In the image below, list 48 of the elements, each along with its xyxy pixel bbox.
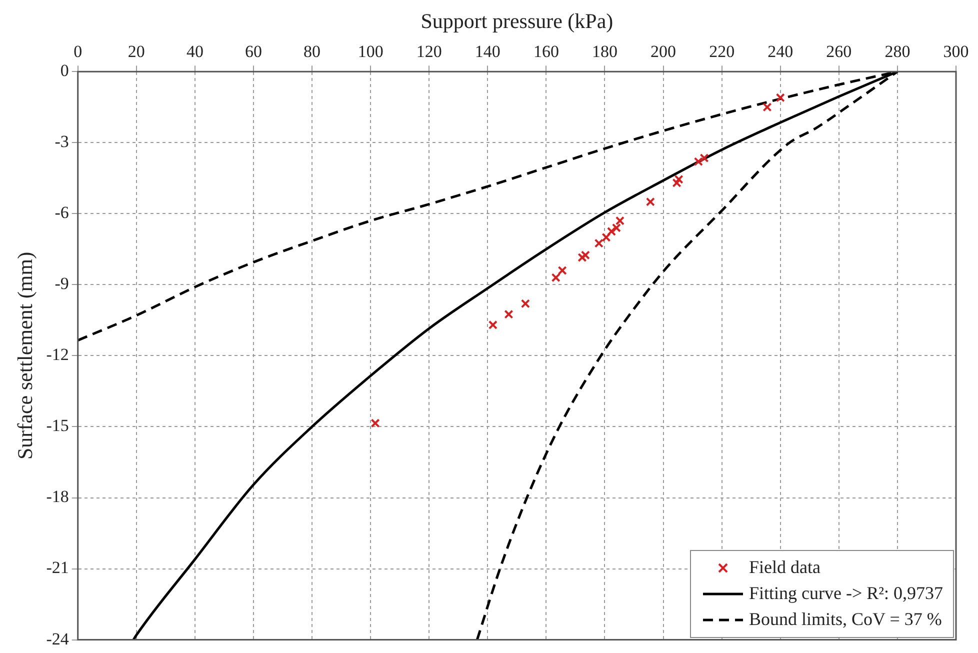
- y-tick-label: -15: [46, 416, 69, 436]
- x-tick-label: 160: [533, 42, 559, 61]
- x-tick-label: 300: [943, 42, 969, 61]
- x-tick-label: 20: [128, 42, 145, 61]
- x-tick-label: 140: [474, 42, 500, 61]
- x-tick-label: 260: [826, 42, 852, 61]
- point: [672, 178, 682, 188]
- point: [700, 153, 709, 163]
- point: [606, 226, 616, 236]
- y-axis-title: Surface settlement (mm): [13, 252, 38, 460]
- y-tick-label: -21: [46, 558, 69, 578]
- x-tick-label: 60: [244, 42, 262, 61]
- y-tick-label: -3: [54, 132, 69, 152]
- point: [694, 157, 703, 166]
- x-tick-label: 80: [304, 42, 321, 61]
- point: [580, 250, 590, 260]
- legend-label: Fitting curve -> R²: 0,9737: [749, 583, 944, 604]
- legend-label: Field data: [749, 557, 820, 578]
- point: [504, 310, 514, 319]
- point: [776, 93, 785, 102]
- point: [646, 197, 655, 206]
- point: [674, 174, 684, 184]
- point: [520, 299, 530, 308]
- y-tick-label: -24: [46, 629, 70, 648]
- x-tick-label: 40: [186, 42, 204, 61]
- x-tick-label: 120: [416, 42, 442, 61]
- point: [551, 273, 560, 282]
- x-tick-label: 0: [74, 42, 82, 61]
- y-tick-label: -18: [46, 487, 69, 506]
- point: [594, 238, 604, 248]
- x-tick-label: 200: [650, 42, 676, 61]
- point: [488, 320, 498, 330]
- x-tick-label: 280: [884, 42, 910, 61]
- point: [578, 252, 587, 262]
- x-tick-label: 220: [709, 42, 735, 61]
- x-tick-label: 240: [768, 42, 794, 61]
- point: [558, 266, 567, 276]
- y-tick-label: -9: [54, 274, 69, 294]
- y-tick-label: 0: [60, 61, 69, 80]
- y-tick-label: -6: [54, 203, 69, 222]
- point: [762, 102, 772, 112]
- point: [602, 232, 611, 242]
- x-tick-label: 100: [358, 42, 384, 61]
- x-tick-label: 180: [592, 42, 618, 61]
- legend-label: Bound limits, CoV = 37 %: [749, 609, 942, 630]
- x-axis-title: Support pressure (kPa): [420, 9, 614, 34]
- point: [370, 418, 380, 428]
- y-tick-label: -12: [46, 345, 69, 364]
